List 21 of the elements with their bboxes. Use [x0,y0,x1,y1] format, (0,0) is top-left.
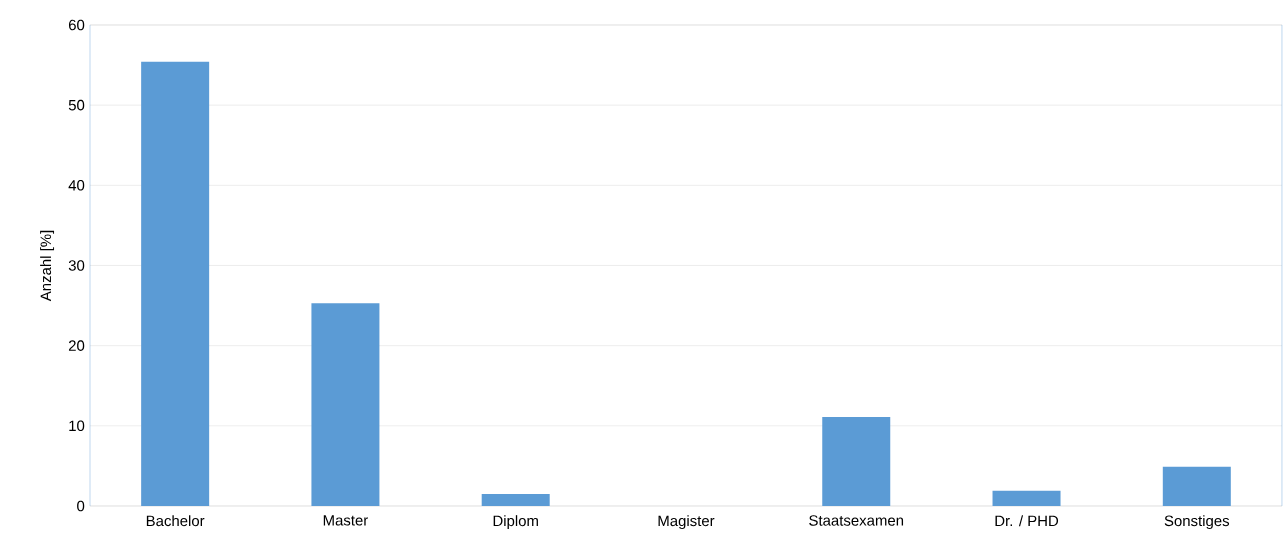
x-tick-label: Diplom [493,515,538,530]
x-tick-label: Bachelor [146,515,205,527]
y-tick-label: 40 [68,180,85,191]
y-axis-title: Anzahl [%] [40,230,55,302]
y-tick-label: 10 [69,420,85,432]
bar [992,490,1061,506]
y-tick-label: 0 [77,500,85,512]
x-tick-label: Master [323,515,368,526]
x-tick-label: Dr. / PHD [995,515,1059,527]
y-tick-label: 50 [68,99,85,111]
y-tick-label: 30 [68,260,85,271]
x-tick-label: Staatsexamen [809,515,904,526]
bar [311,303,380,506]
bar [822,417,891,506]
bar [1162,466,1231,506]
y-tick-label: 20 [68,340,85,351]
bar [141,61,210,506]
x-tick-label: Sonstiges [1164,515,1230,530]
x-tick-label: Magister [658,515,715,530]
y-tick-label: 60 [68,19,85,31]
bar [481,493,550,506]
